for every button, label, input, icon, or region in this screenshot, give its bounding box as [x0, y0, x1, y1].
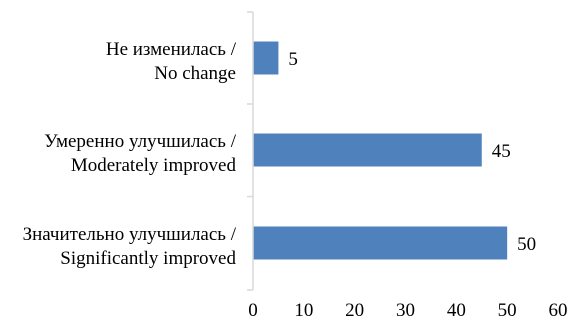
category-label-line: Не изменилась / [106, 39, 237, 60]
data-labels-group: 5 45 50 [288, 49, 536, 255]
category-labels-group: Не изменилась / No change Умеренно улучшил… [23, 39, 237, 269]
category-label-0: Не изменилась / No change [106, 39, 237, 84]
bar-0 [253, 41, 279, 75]
x-tick-label: 60 [549, 300, 568, 321]
category-label-2: Значительно улучшилась / Significantly im… [23, 224, 237, 269]
data-label-0: 5 [288, 49, 298, 70]
category-label-line: Significantly improved [60, 248, 236, 269]
category-label-line: No change [154, 63, 236, 84]
x-tick-label: 30 [396, 300, 415, 321]
x-tick-label: 40 [447, 300, 466, 321]
axes-group [247, 11, 254, 291]
bar-2 [253, 226, 508, 260]
category-label-line: Значительно улучшилась / [23, 224, 237, 245]
x-tick-label: 20 [345, 300, 364, 321]
bar-1 [253, 133, 482, 167]
data-label-1: 45 [492, 141, 511, 162]
category-label-line: Moderately improved [71, 155, 237, 176]
category-label-line: Умеренно улучшилась / [44, 131, 237, 152]
x-tick-label: 0 [248, 300, 258, 321]
tick-labels-group: 0 10 20 30 40 50 60 [248, 300, 567, 321]
category-label-1: Умеренно улучшилась / Moderately improved [44, 131, 237, 176]
bars-group [253, 41, 508, 260]
data-label-2: 50 [517, 234, 536, 255]
x-tick-label: 50 [498, 300, 517, 321]
x-tick-label: 10 [294, 300, 313, 321]
